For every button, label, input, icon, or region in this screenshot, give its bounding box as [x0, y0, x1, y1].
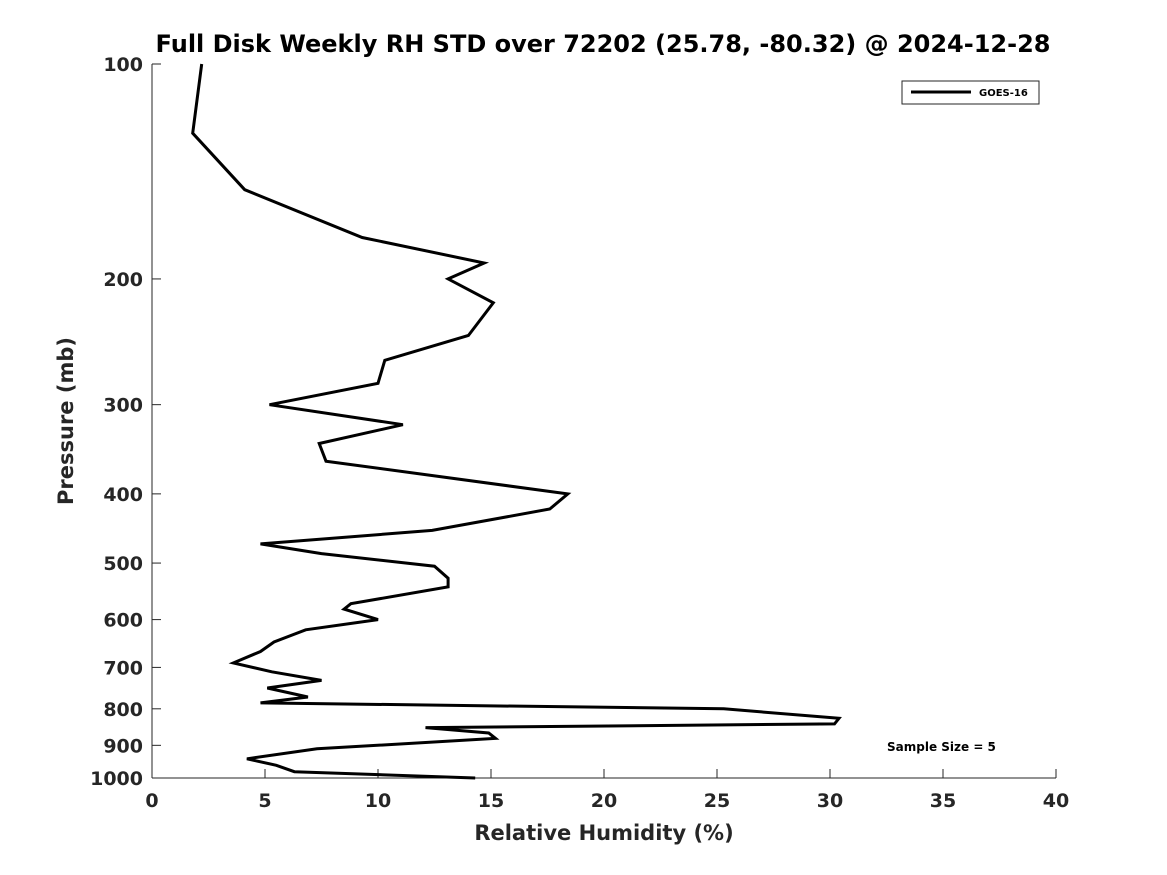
x-tick-label: 35: [930, 790, 956, 812]
y-tick-label: 400: [103, 484, 143, 506]
x-tick-label: 40: [1043, 790, 1069, 812]
x-tick-labels: 0 5 10 15 20 25 30 35 40: [145, 790, 1069, 812]
y-axis-label: Pressure (mb): [54, 337, 78, 505]
y-tick-label: 900: [103, 735, 143, 757]
series-line-goes16: [191, 63, 842, 780]
sample-size-annotation: Sample Size = 5: [887, 740, 996, 754]
legend-entry-goes16: GOES-16: [979, 88, 1028, 99]
x-tick-label: 15: [478, 790, 504, 812]
x-tick-label: 30: [817, 790, 843, 812]
y-tick-label: 200: [103, 269, 143, 291]
x-tick-label: 0: [145, 790, 158, 812]
y-tick-label: 100: [103, 54, 143, 76]
y-tick-label: 1000: [90, 768, 143, 790]
legend: GOES-16: [901, 80, 1040, 105]
y-tick-label: 300: [103, 395, 143, 417]
chart-title: Full Disk Weekly RH STD over 72202 (25.7…: [156, 30, 1051, 58]
tick-marks: [151, 63, 1057, 779]
y-tick-label: 600: [103, 610, 143, 632]
y-tick-label: 500: [103, 553, 143, 575]
x-tick-label: 25: [704, 790, 730, 812]
x-tick-label: 5: [258, 790, 271, 812]
plot-area: [152, 64, 1056, 778]
x-tick-label: 10: [365, 790, 391, 812]
x-tick-label: 20: [591, 790, 617, 812]
x-axis-label: Relative Humidity (%): [474, 821, 733, 845]
y-tick-label: 700: [103, 657, 143, 679]
y-tick-label: 800: [103, 699, 143, 721]
y-tick-labels: 100 200 300 400 500 600 700 800 900 1000: [90, 54, 143, 790]
